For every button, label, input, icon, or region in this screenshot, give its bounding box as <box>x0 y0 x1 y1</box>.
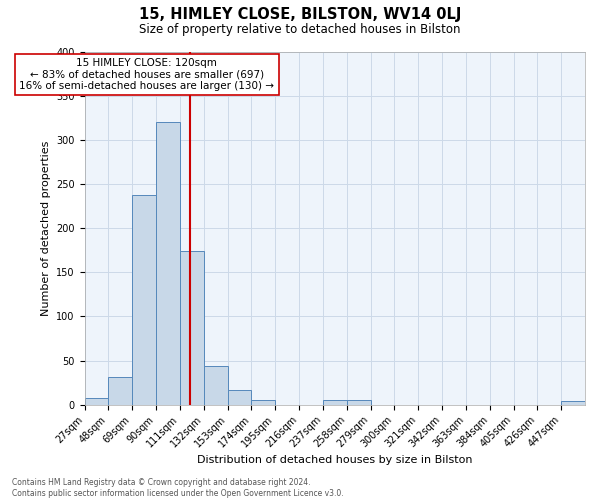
Bar <box>156 122 180 405</box>
Bar <box>251 400 275 405</box>
Bar <box>109 378 132 405</box>
Bar <box>323 400 347 405</box>
Bar <box>180 251 203 405</box>
Text: Size of property relative to detached houses in Bilston: Size of property relative to detached ho… <box>139 22 461 36</box>
Bar <box>347 400 371 405</box>
Bar <box>227 390 251 405</box>
Text: Contains HM Land Registry data © Crown copyright and database right 2024.
Contai: Contains HM Land Registry data © Crown c… <box>12 478 344 498</box>
Bar <box>561 402 585 405</box>
Bar <box>85 398 109 405</box>
X-axis label: Distribution of detached houses by size in Bilston: Distribution of detached houses by size … <box>197 455 473 465</box>
Text: 15 HIMLEY CLOSE: 120sqm
← 83% of detached houses are smaller (697)
16% of semi-d: 15 HIMLEY CLOSE: 120sqm ← 83% of detache… <box>19 58 274 91</box>
Bar <box>132 194 156 405</box>
Y-axis label: Number of detached properties: Number of detached properties <box>41 140 50 316</box>
Text: 15, HIMLEY CLOSE, BILSTON, WV14 0LJ: 15, HIMLEY CLOSE, BILSTON, WV14 0LJ <box>139 8 461 22</box>
Bar <box>203 366 227 405</box>
